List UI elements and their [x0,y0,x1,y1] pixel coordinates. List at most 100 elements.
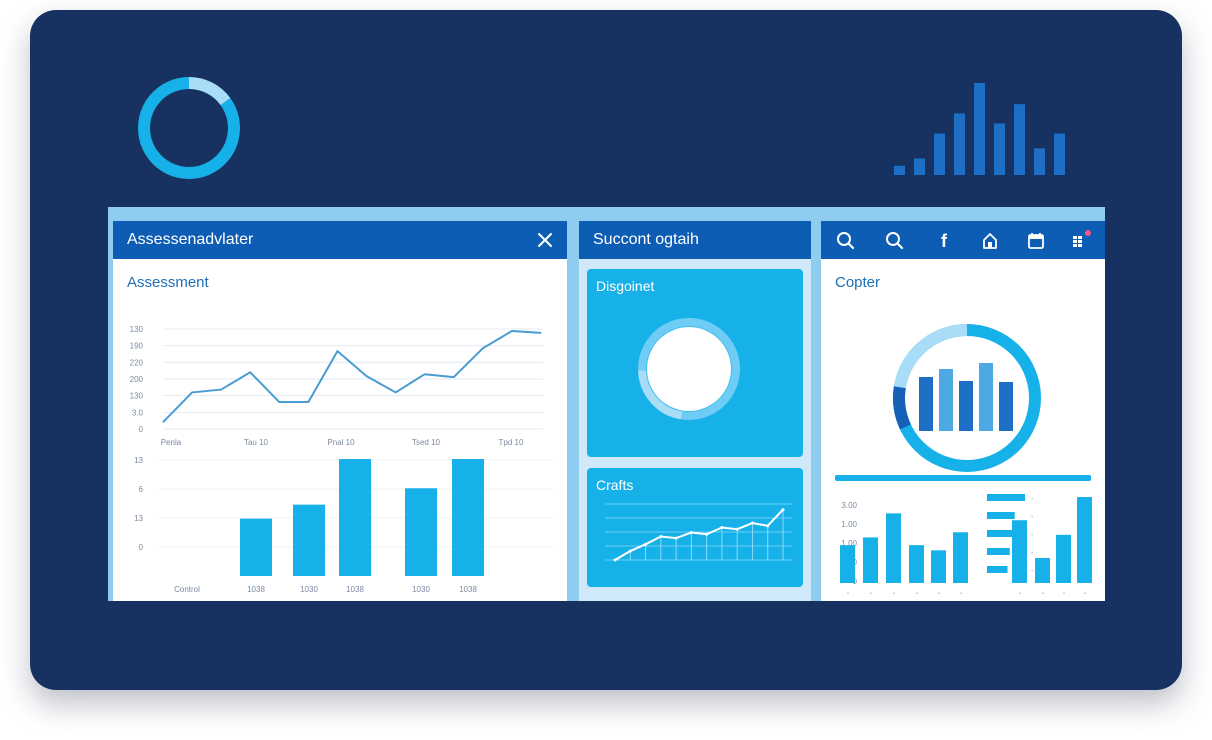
crafts-line-chart [605,503,792,562]
data-point [307,401,309,403]
x-tick-mark: • [1084,591,1086,597]
hbar-tick: - [1031,514,1034,521]
x-tick-label: Control [174,585,200,594]
copter-bar-chart: 3.001.001.001.000 ----- •••••••••• [840,494,1092,597]
y-tick-label: 6 [139,485,144,494]
calendar-icon [1028,233,1044,249]
copter-panel: f [821,221,1105,601]
facebook-button[interactable]: f [931,228,957,254]
hbar [987,566,1008,573]
data-point [249,371,251,373]
data-point [162,421,164,423]
data-point [511,330,513,332]
decor-bar-chart [894,83,1065,175]
donut-segment [138,77,240,179]
x-tick-mark: • [916,591,918,597]
notification-badge [1085,230,1091,236]
data-point [735,527,739,531]
assessment-panel-header: Assessenadvlater [113,221,567,259]
series-line [614,508,784,561]
assessment-panel: Assessenadvlater Assessment 130 190 220 200… [113,221,567,601]
grid-icon [1073,236,1082,247]
home-button[interactable] [977,228,1003,254]
data-point [781,508,785,512]
decor-bar [1034,148,1045,175]
section-divider [835,475,1091,481]
decor-bar [1014,104,1025,175]
bar [405,488,437,576]
bar [1012,520,1027,583]
data-point [628,549,632,553]
zoom-button[interactable] [882,228,908,254]
bar [953,532,968,583]
data-point [395,391,397,393]
summary-panel: Succont ogtaih Disgoinet Crafts [579,221,811,601]
data-point [659,534,663,538]
donut-segment [638,370,683,420]
decor-bar [894,165,905,175]
ring-bar [919,377,933,431]
section-title: Copter [835,274,881,291]
bar [452,459,484,576]
bar [1056,534,1071,583]
ring-bar [939,369,953,431]
y-tick-label: 13 [134,456,143,465]
panel-title: Assessenadvlater [127,231,254,248]
y-tick-label: 3.00 [841,501,857,510]
facebook-icon: f [941,231,948,251]
ring-bar [959,381,973,431]
search-button[interactable] [833,228,859,254]
decor-donut-chart [138,77,240,179]
data-point [278,401,280,403]
x-tick-label: Tsed 10 [412,438,441,447]
bar [931,550,946,583]
data-point [644,542,648,546]
crafts-card[interactable]: Crafts [587,468,803,587]
hbar-tick: - [1031,496,1034,503]
x-tick-mark: • [847,591,849,597]
data-point [191,391,193,393]
close-button[interactable] [533,228,557,252]
grid-button[interactable] [1066,228,1092,254]
calendar-button[interactable] [1023,228,1049,254]
x-tick-label: Penla [161,438,182,447]
bar [240,518,272,576]
ring-bar [979,363,993,431]
hbar-tick: - [1031,532,1034,539]
panel-toolbar: f [821,221,1105,259]
dashboard-board: Assessenadvlater Assessment 130 190 220 200… [108,207,1105,601]
data-point [220,389,222,391]
search-icon [837,232,855,250]
hbar [987,530,1018,537]
y-tick-label: 1.00 [841,539,857,548]
x-tick-mark: • [960,591,962,597]
y-tick-label: 13 [134,514,143,523]
decor-bar [934,133,945,175]
hbar [987,494,1025,501]
close-icon [538,233,552,247]
y-tick-label: 3.0 [132,408,144,417]
ring-bar [999,382,1013,431]
x-tick-label: Pnal 10 [327,438,355,447]
donut-card[interactable]: Disgoinet [587,269,803,457]
card-title: Disgoinet [596,278,655,294]
y-tick-label: 130 [130,325,144,334]
y-tick-label: 130 [130,392,144,401]
dashboard-frame: Assessenadvlater Assessment 130 190 220 200… [30,10,1182,690]
bar [909,545,924,583]
bar [840,545,855,583]
y-tick-label: 220 [130,358,144,367]
data-point [689,531,693,535]
ring-segment [893,324,968,389]
y-tick-label: 0 [853,577,858,586]
facebook-glyph: f [941,231,948,251]
decor-bar [1054,133,1065,175]
bar [339,459,371,576]
copter-ring-chart [893,324,1041,472]
data-point [424,373,426,375]
hbar-tick: - [1031,550,1034,557]
data-point [366,375,368,377]
summary-panel-header: Succont ogtaih [579,221,811,259]
bar [1077,497,1092,583]
decor-bar [974,83,985,175]
